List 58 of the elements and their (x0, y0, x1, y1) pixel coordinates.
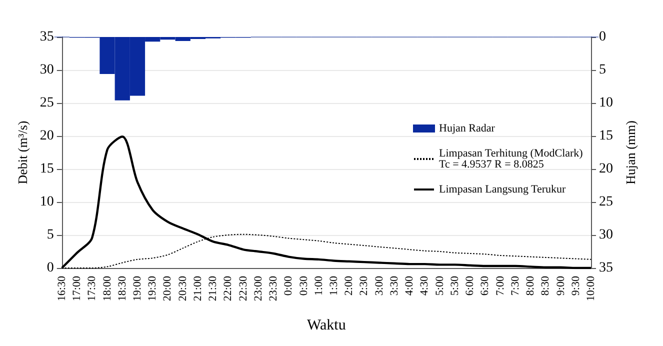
x-tick-label: 8:00 (524, 276, 537, 296)
x-tick-label: 2:30 (358, 276, 370, 296)
x-tick-label: 18:00 (101, 276, 114, 302)
x-tick-label: 23:00 (252, 276, 264, 302)
y2-tick-label: 35 (599, 260, 613, 276)
y2-tick-label: 15 (599, 128, 613, 144)
x-tick-label: 23:30 (268, 276, 280, 302)
x-tick-label: 19:30 (146, 276, 159, 302)
x-tick-label: 19:00 (131, 276, 144, 302)
y2-tick-label: 0 (599, 30, 606, 44)
x-tick-label: 4:30 (418, 276, 431, 296)
y-tick-label: 15 (40, 162, 54, 176)
x-tick-label: 18:30 (116, 276, 128, 302)
y-tick-label: 5 (46, 228, 54, 242)
y2-tick-label: 5 (599, 62, 606, 78)
y2-tick-label: 25 (599, 194, 613, 210)
x-tick-label: 22:30 (237, 276, 250, 302)
x-tick-label: 6:30 (479, 276, 492, 296)
x-tick-label: 16:30 (56, 276, 68, 302)
x-tick-label: 7:30 (509, 276, 522, 296)
x-tick-label: 3:00 (373, 276, 386, 296)
x-tick-label: 5:30 (448, 276, 461, 296)
legend-label: Limpasan Langsung Terukur (439, 184, 566, 196)
y-tick-label: 20 (40, 128, 54, 144)
y2-tick-label: 10 (599, 96, 613, 110)
x-tick-label: 8:30 (540, 276, 552, 296)
legend-label: Hujan Radar (439, 122, 496, 134)
y-tick-label: 35 (40, 30, 54, 44)
y2-tick-label: 20 (599, 162, 613, 176)
x-tick-label: 20:30 (176, 276, 189, 302)
x-tick-label: 22:00 (222, 276, 234, 302)
x-tick-label: 4:00 (404, 276, 416, 296)
y2-tick-label: 30 (599, 228, 613, 242)
x-axis-title: Waktu (307, 318, 346, 334)
x-tick-label: 9:30 (570, 276, 582, 296)
x-tick-label: 5:00 (434, 276, 446, 296)
x-tick-label: 10:00 (585, 276, 597, 302)
y-tick-label: 30 (40, 62, 54, 78)
y-tick-label: 25 (40, 96, 54, 110)
x-tick-label: 9:00 (554, 276, 567, 296)
x-tick-label: 7:00 (494, 276, 506, 296)
y-tick-label: 10 (40, 194, 54, 210)
x-tick-label: 0:00 (282, 276, 295, 296)
y-tick-label: 0 (46, 260, 54, 276)
x-tick-label: 0:30 (298, 276, 310, 296)
x-tick-label: 3:30 (388, 276, 400, 296)
x-tick-label: 1:00 (312, 276, 325, 296)
x-tick-label: 20:00 (162, 276, 174, 302)
legend-label: Limpasan Terhitung (ModClark) Tc = 4.9537 R = 8.0825 (439, 148, 584, 170)
x-tick-label: 21:30 (207, 276, 220, 302)
x-tick-label: 6:00 (464, 276, 476, 296)
y2-axis-title: Hujan (mm) (622, 120, 638, 184)
y-axis-title: Debit (m³/s) (15, 120, 30, 184)
x-tick-label: 17:30 (86, 276, 98, 302)
x-tick-label: 1:30 (328, 276, 340, 296)
x-tick-label: 17:00 (71, 276, 84, 302)
x-tick-label: 2:00 (343, 276, 356, 296)
x-tick-label: 21:00 (192, 276, 204, 302)
